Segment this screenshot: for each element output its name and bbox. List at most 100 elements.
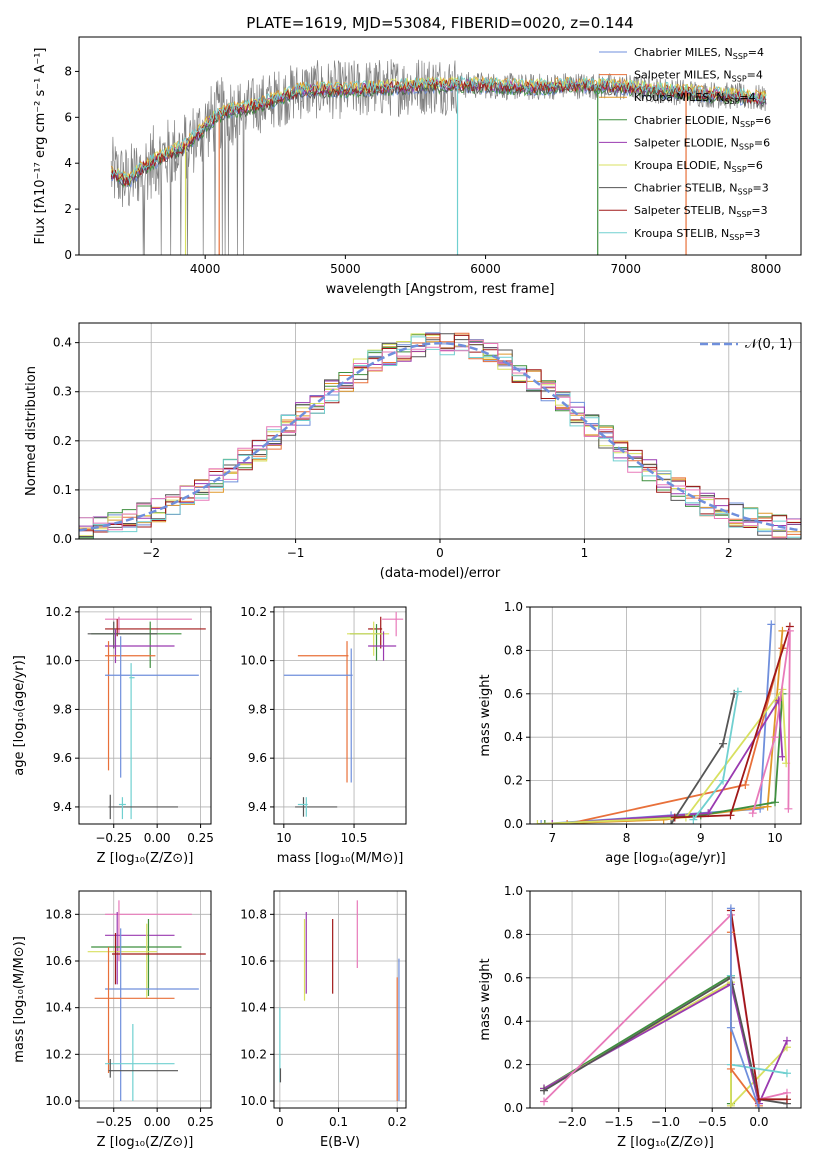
y-tick-label: 0.2 (53, 434, 72, 448)
legend-suffix: =3 (744, 227, 760, 240)
panel-age_mass: 10 10.5 9.4 9.6 9.8 10.0 10.2 mass [log₁₀(M/M⊙)… (240, 605, 407, 866)
x-tick-label: 1 (581, 546, 589, 560)
weight-line-salp_elodie (552, 697, 784, 824)
plot-area-age_mass (274, 607, 406, 824)
y-tick-label: 2 (64, 202, 72, 216)
model-spectrum-krou_stelib (110, 75, 767, 183)
y-tick-label: 10.8 (45, 907, 72, 921)
legend-entry: Chabrier ELODIE, NSSP=6 (634, 114, 771, 129)
y-tick-label: 1.0 (504, 884, 523, 898)
y-axis-label: age [log₁₀(age/yr)] (12, 655, 27, 776)
y-tick-label: 0.1 (53, 483, 72, 497)
x-axis-label: Z [log₁₀(Z/Z⊙)] (617, 1135, 714, 1150)
weight-point (771, 733, 780, 742)
legend-label: Chabrier ELODIE, N (634, 114, 740, 127)
x-tick-label: 9 (697, 831, 705, 845)
weight-point (726, 1064, 735, 1073)
legend-subscript: SSP (736, 210, 751, 219)
x-axis-label: E(B-V) (320, 1135, 360, 1150)
normal-curve (79, 341, 801, 532)
legend-suffix: =4 (747, 69, 763, 82)
y-axis-label: mass weight (478, 674, 493, 756)
axes-age_Z: −0.25 0.00 0.25 9.4 9.6 9.8 10.0 10.2 Z [log₁₀(Z… (12, 605, 214, 866)
x-tick-label: −0.25 (95, 831, 132, 845)
grid-mass_EBV (274, 891, 406, 1108)
weight-point (667, 820, 676, 824)
histogram-salp_stelib (79, 333, 801, 533)
y-tick-label: 10.0 (45, 1094, 72, 1108)
y-tick-label: 10.4 (240, 1001, 267, 1015)
plot-area-spectrum (110, 59, 767, 255)
x-axis-label: Z [log₁₀(Z/Z⊙)] (97, 1135, 194, 1150)
x-axis-label: Z [log₁₀(Z/Z⊙)] (97, 851, 194, 866)
axes-frame (78, 890, 212, 1109)
weight-point (756, 804, 765, 813)
x-tick-label: 0.00 (144, 1115, 171, 1129)
y-tick-label: 1.0 (504, 600, 523, 614)
weight-point (540, 1097, 549, 1106)
legend-entry: Kroupa STELIB, NSSP=3 (634, 227, 760, 242)
x-tick-label: 8 (623, 831, 631, 845)
plot-area-mass_EBV (274, 891, 406, 1108)
legend-subscript: SSP (729, 233, 744, 242)
y-tick-label: 0.6 (504, 971, 523, 985)
x-tick-label: −1.5 (604, 1115, 633, 1129)
legend-entry: Salpeter ELODIE, NSSP=6 (634, 136, 770, 151)
plot-area-residuals (79, 323, 801, 539)
axes-frame (273, 890, 407, 1109)
x-tick-label: 5000 (330, 262, 361, 276)
y-tick-label: 9.6 (53, 751, 72, 765)
weight-line-chab_elodie (544, 693, 784, 824)
weight-point (778, 626, 787, 635)
x-tick-label: 7 (548, 831, 556, 845)
y-tick-label: 0.4 (53, 336, 72, 350)
legend-label: Salpeter ELODIE, N (634, 136, 739, 149)
axes-mass_EBV: 0 0.1 0.2 10.0 10.2 10.4 10.6 10.8 E(B-V) (240, 890, 407, 1150)
weight-line-salp_miles (566, 647, 784, 824)
legend-suffix: =4 (739, 91, 755, 104)
grid-mass_Z (79, 891, 211, 1108)
panel-mass_Z: −0.25 0.00 0.25 10.0 10.2 10.4 10.6 10.8 Z [log₁… (12, 890, 214, 1150)
y-tick-label: 0.8 (504, 927, 523, 941)
x-tick-label: 0.2 (388, 1115, 407, 1129)
axes-residuals: −2 −1 0 1 2 0.0 0.1 0.2 0.3 0.4 (data-model)/error… (24, 322, 802, 581)
weight-line-salp_elodie (543, 982, 788, 1107)
weight-line-krou_elodie (537, 686, 788, 824)
y-tick-label: 10.2 (240, 1047, 267, 1061)
weight-point (726, 811, 735, 820)
axes-mass_Z: −0.25 0.00 0.25 10.0 10.2 10.4 10.6 10.8 Z [log₁… (12, 890, 214, 1150)
legend-subscript: SSP (740, 120, 755, 129)
x-tick-label: 0.25 (187, 831, 214, 845)
weight-point (767, 620, 776, 629)
y-tick-label: 0.0 (504, 817, 523, 831)
panel-mw_age: 7 8 9 10 0.0 0.2 0.4 0.6 0.8 1.0 age [log₁₀(age/yr… (478, 600, 802, 866)
y-axis-label: mass weight (478, 958, 493, 1040)
axes-spectrum: 4000 5000 6000 7000 8000 0 2 4 6 8 wavelength [Ang… (33, 36, 802, 297)
x-tick-label: −0.25 (95, 1115, 132, 1129)
x-tick-label: 0.25 (187, 1115, 214, 1129)
x-tick-label: 8000 (751, 262, 782, 276)
weight-point (537, 820, 546, 824)
weight-point (733, 687, 742, 696)
weight-point (563, 820, 572, 824)
y-tick-label: 10.2 (45, 1047, 72, 1061)
legend-subscript: SSP (724, 97, 739, 106)
legend-label: Kroupa ELODIE, N (634, 159, 732, 172)
x-tick-label: −1 (287, 546, 305, 560)
legend-subscript: SSP (732, 75, 747, 84)
legend-suffix: =6 (747, 159, 763, 172)
weight-point (741, 780, 750, 789)
weight-point (748, 809, 757, 818)
weight-point (540, 820, 549, 824)
y-axis-label: Flux [fλ10⁻¹⁷ erg cm⁻² s⁻¹ A⁻¹] (33, 48, 48, 245)
y-axis-label: Normed distribution (24, 366, 39, 496)
weight-point (726, 1023, 735, 1032)
y-tick-label: 0.8 (504, 643, 523, 657)
y-tick-label: 4 (64, 156, 72, 170)
legend-label: Kroupa MILES, N (634, 91, 724, 104)
axes-age_mass: 10 10.5 9.4 9.6 9.8 10.0 10.2 mass [log₁₀(M/M⊙)… (240, 605, 407, 866)
weight-point (719, 776, 728, 785)
y-tick-label: 9.8 (248, 702, 267, 716)
